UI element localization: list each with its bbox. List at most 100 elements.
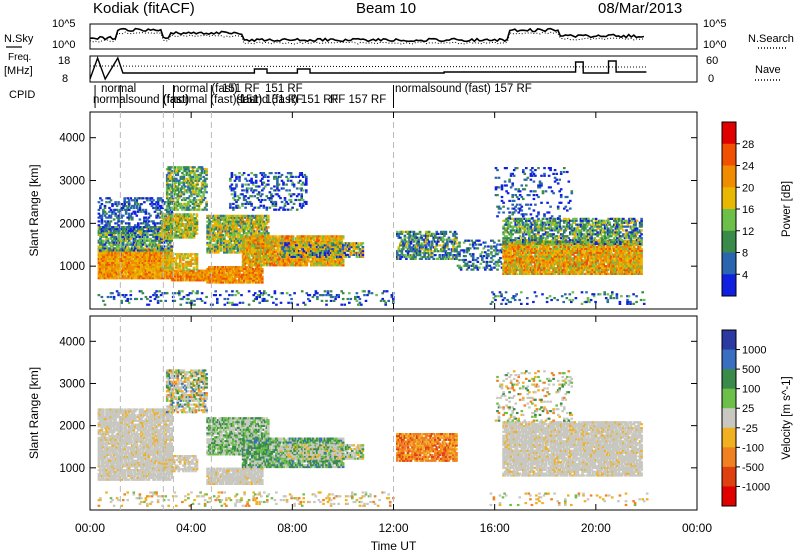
data-cell [145, 249, 148, 251]
data-cell [116, 277, 119, 279]
data-cell [104, 220, 107, 222]
data-cell [139, 218, 142, 220]
data-cell [152, 230, 155, 232]
data-cell [190, 255, 193, 257]
data-cell [175, 203, 178, 205]
data-cell [117, 245, 120, 247]
data-cell [179, 269, 182, 271]
data-cell [177, 201, 180, 203]
data-cell [139, 273, 142, 275]
data-cell [146, 234, 149, 236]
data-cell [161, 240, 164, 242]
data-cell [166, 191, 169, 193]
data-cell [110, 199, 113, 201]
data-cell [139, 207, 142, 209]
data-cell [177, 209, 180, 211]
data-cell [139, 240, 142, 242]
data-cell [136, 199, 139, 201]
data-cell [108, 224, 111, 226]
data-cell [131, 217, 134, 219]
data-cell [133, 205, 136, 207]
data-cell [190, 221, 193, 223]
data-cell [99, 197, 102, 199]
data-cell [170, 231, 173, 233]
data-cell [104, 211, 107, 213]
data-cell [177, 189, 180, 191]
data-cell [136, 215, 139, 217]
data-cell [130, 197, 133, 199]
data-cell [169, 184, 172, 186]
data-cell [128, 201, 131, 203]
data-cell [131, 245, 134, 247]
data-cell [158, 260, 161, 262]
data-cell [148, 260, 151, 262]
data-cell [171, 259, 174, 261]
data-cell [193, 236, 196, 238]
data-cell [157, 203, 160, 205]
data-cell [146, 226, 149, 228]
data-cell [130, 207, 133, 209]
data-cell [149, 238, 152, 240]
data-cell [155, 209, 158, 211]
data-cell [105, 224, 108, 226]
data-cell [98, 220, 101, 222]
data-cell [196, 233, 199, 235]
data-cell [196, 269, 199, 271]
data-cell [187, 233, 190, 235]
data-cell [137, 245, 140, 247]
data-cell [117, 215, 120, 217]
data-cell [122, 220, 125, 222]
data-cell [149, 203, 152, 205]
data-cell [168, 259, 171, 261]
data-cell [148, 245, 151, 247]
data-cell [143, 242, 146, 244]
data-cell [179, 267, 182, 269]
data-cell [148, 220, 151, 222]
data-cell [155, 228, 158, 230]
data-cell [122, 254, 125, 256]
data-cell [167, 229, 170, 231]
data-cell [125, 211, 128, 213]
data-cell [101, 203, 104, 205]
data-cell [105, 245, 108, 247]
data-cell [145, 213, 148, 215]
data-cell [110, 238, 113, 240]
data-cell [178, 263, 181, 265]
data-cell [108, 222, 111, 224]
data-cell [167, 219, 170, 221]
data-cell [154, 224, 157, 226]
data-cell [157, 230, 160, 232]
data-cell [185, 267, 188, 269]
data-cell [182, 279, 185, 281]
data-cell [126, 197, 129, 199]
data-cell [105, 226, 108, 228]
data-cell [114, 244, 117, 246]
data-cell [104, 215, 107, 217]
data-cell [99, 234, 102, 236]
data-cell [101, 215, 104, 217]
data-cell [146, 222, 149, 224]
data-cell [151, 247, 154, 249]
data-cell [148, 224, 151, 226]
data-cell [142, 197, 145, 199]
data-cell [158, 209, 161, 211]
data-cell [98, 245, 101, 247]
data-cell [182, 223, 185, 225]
data-cell [108, 264, 111, 266]
data-cell [134, 240, 137, 242]
data-cell [179, 257, 182, 259]
data-cell [122, 245, 125, 247]
data-cell [134, 211, 137, 213]
data-cell [157, 213, 160, 215]
data-cell [175, 217, 178, 219]
data-cell [126, 207, 129, 209]
data-cell [169, 242, 172, 244]
data-cell [128, 222, 131, 224]
data-cell [137, 203, 140, 205]
data-cell [145, 209, 148, 211]
data-cell [170, 247, 173, 249]
data-cell [146, 238, 149, 240]
data-cell [116, 222, 119, 224]
data-cell [175, 178, 178, 180]
data-cell [168, 213, 171, 215]
